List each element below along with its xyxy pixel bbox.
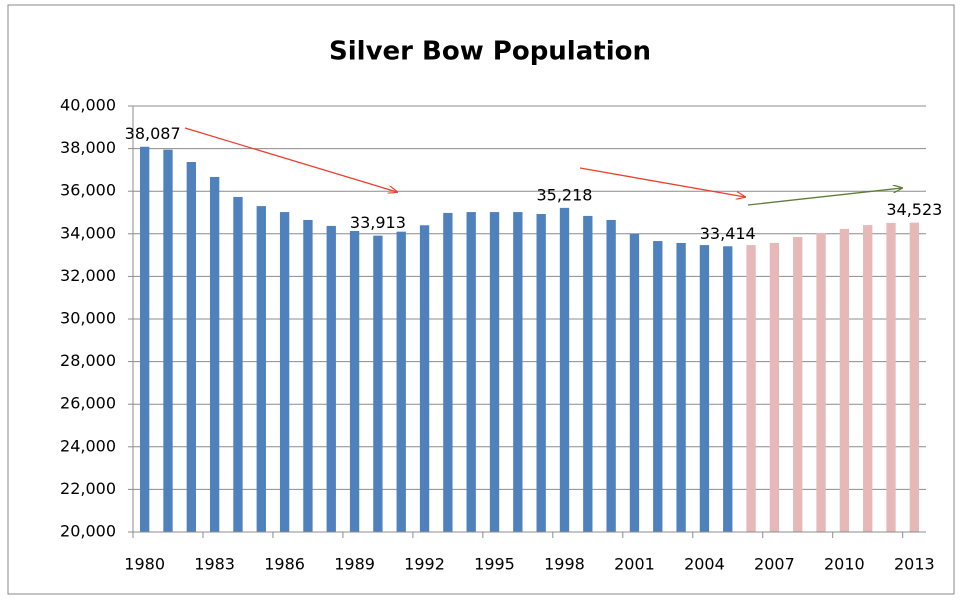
bar <box>559 207 570 532</box>
trend-arrow <box>579 167 745 197</box>
y-tick-label: 34,000 <box>60 223 116 242</box>
bar <box>653 241 663 533</box>
bar <box>163 149 173 533</box>
bar <box>349 231 360 532</box>
x-tick-label: 2007 <box>754 555 795 574</box>
data-label: 33,913 <box>350 213 406 232</box>
y-tick-label: 26,000 <box>60 394 116 413</box>
bar <box>466 212 476 532</box>
bar <box>233 196 243 533</box>
plot-area: 20,000 22,000 24,000 26,000 28,000 30,000 32,0… <box>60 96 942 574</box>
bar <box>186 162 196 533</box>
y-tick-label: 32,000 <box>60 266 116 285</box>
y-tick-label: 38,000 <box>60 138 116 157</box>
data-label: 33,414 <box>700 224 756 243</box>
bar <box>746 245 756 533</box>
bar <box>816 232 826 532</box>
bar <box>513 212 523 532</box>
y-tick-label: 28,000 <box>60 351 116 370</box>
y-tick-label: 40,000 <box>60 96 116 115</box>
x-tick-label: 1986 <box>264 555 305 574</box>
y-tick-label: 20,000 <box>60 522 116 541</box>
bar <box>886 222 896 532</box>
data-label: 34,523 <box>886 200 942 219</box>
data-label: 35,218 <box>536 185 592 204</box>
bar <box>793 236 803 532</box>
bar <box>676 242 686 533</box>
x-tick-label: 2013 <box>894 555 935 574</box>
bar <box>373 235 383 532</box>
bar <box>839 228 850 532</box>
x-tick-label: 1995 <box>474 555 515 574</box>
bar <box>209 176 220 532</box>
data-label: 38,087 <box>125 124 181 143</box>
bar <box>303 219 313 532</box>
trend-arrow <box>747 188 902 206</box>
bar <box>489 212 500 532</box>
bar <box>723 246 733 532</box>
x-tick-label: 2004 <box>684 555 725 574</box>
y-tick-label: 22,000 <box>60 479 116 498</box>
bar <box>583 215 593 532</box>
bar <box>419 225 430 532</box>
bar <box>909 222 920 532</box>
bar <box>769 242 780 533</box>
trend-arrow <box>184 127 397 192</box>
y-tick-label: 36,000 <box>60 181 116 200</box>
x-tick-label: 1983 <box>194 555 235 574</box>
y-tick-label: 24,000 <box>60 436 116 455</box>
bar <box>606 219 616 532</box>
x-tick-label: 2010 <box>824 555 865 574</box>
x-tick-label: 1998 <box>544 555 585 574</box>
bar <box>279 212 290 532</box>
bar <box>443 212 453 532</box>
bar <box>863 225 873 532</box>
bar <box>256 206 266 533</box>
bar <box>139 146 150 533</box>
bar <box>326 225 336 532</box>
x-tick-label: 1989 <box>334 555 375 574</box>
bar <box>699 245 710 533</box>
y-tick-label: 30,000 <box>60 309 116 328</box>
x-tick-label: 2001 <box>614 555 655 574</box>
bar <box>629 234 640 532</box>
bar <box>396 231 406 533</box>
chart-border <box>7 4 955 595</box>
x-tick-label: 1992 <box>404 555 445 574</box>
chart-title: Silver Bow Population <box>329 37 651 67</box>
bar <box>536 213 546 532</box>
x-tick-label: 1980 <box>124 555 165 574</box>
